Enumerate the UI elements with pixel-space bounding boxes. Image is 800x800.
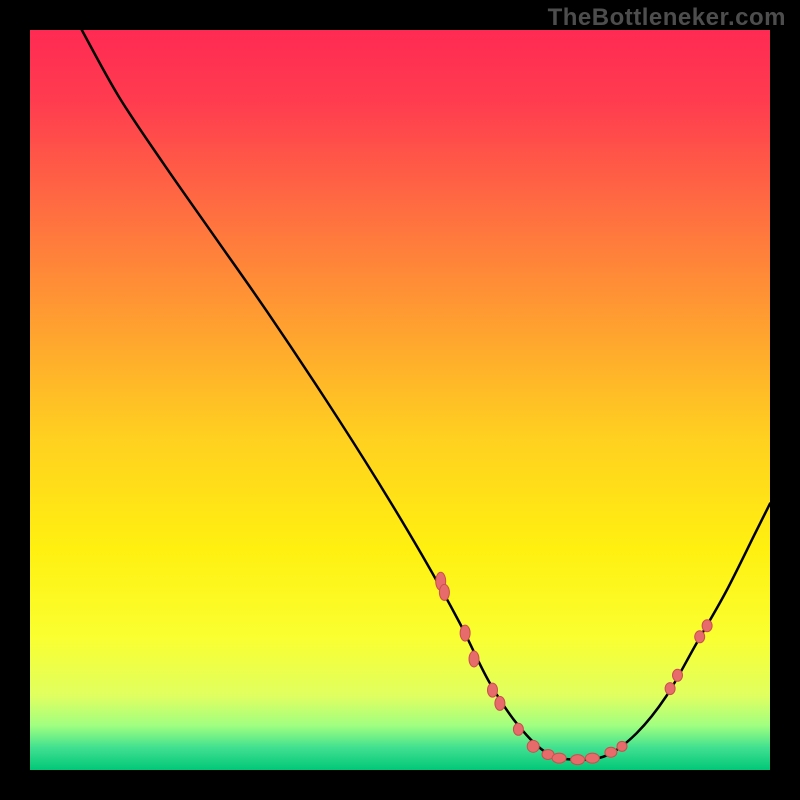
data-marker — [495, 696, 505, 710]
data-marker — [513, 723, 523, 735]
data-marker — [702, 620, 712, 632]
data-marker — [585, 753, 599, 763]
data-marker — [460, 625, 470, 641]
data-marker — [673, 669, 683, 681]
data-marker — [571, 755, 585, 765]
chart-stage: TheBottleneker.com — [0, 0, 800, 800]
data-marker — [469, 651, 479, 667]
data-marker — [665, 683, 675, 695]
data-marker — [695, 631, 705, 643]
data-marker — [617, 741, 627, 751]
data-marker — [605, 747, 617, 757]
plot-gradient-background — [30, 30, 770, 770]
data-marker — [552, 753, 566, 763]
bottleneck-chart — [0, 0, 800, 800]
data-marker — [439, 584, 449, 600]
data-marker — [488, 683, 498, 697]
watermark-text: TheBottleneker.com — [548, 4, 786, 32]
data-marker — [527, 740, 539, 752]
